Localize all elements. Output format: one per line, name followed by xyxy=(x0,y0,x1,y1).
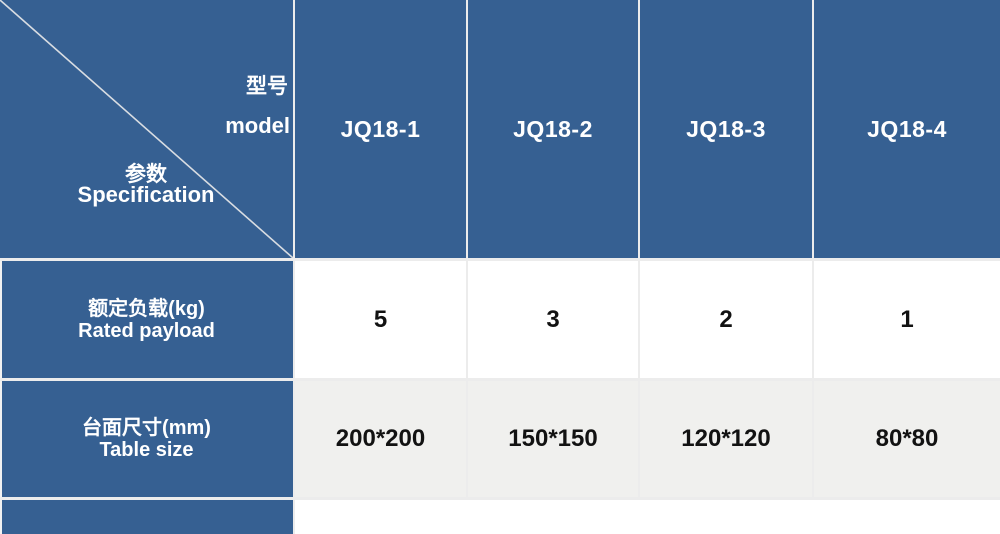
value-size-jq18-2: 150*150 xyxy=(468,381,638,497)
row-label-partial xyxy=(0,500,293,534)
column-header-jq18-4: JQ18-4 xyxy=(814,0,1000,258)
value-size-jq18-1: 200*200 xyxy=(295,381,466,497)
value-payload-jq18-1: 5 xyxy=(295,261,466,378)
value-size-jq18-4: 80*80 xyxy=(814,381,1000,497)
value-size-jq18-3: 120*120 xyxy=(640,381,812,497)
partial-row-values-area xyxy=(295,500,1000,534)
corner-col-axis-zh: 型号 xyxy=(246,75,288,98)
corner-header-cell: 型号 model 参数 Specification xyxy=(0,0,293,258)
row-label-en: Rated payload xyxy=(78,319,215,342)
corner-row-axis-en: Specification xyxy=(77,182,215,207)
column-header-jq18-1: JQ18-1 xyxy=(295,0,466,258)
diagonal-divider-line xyxy=(0,0,293,258)
row-label-zh: 台面尺寸(mm) xyxy=(82,417,211,439)
value-payload-jq18-3: 2 xyxy=(640,261,812,378)
value-payload-jq18-2: 3 xyxy=(468,261,638,378)
row-label-table-size: 台面尺寸(mm) Table size xyxy=(0,381,293,497)
column-header-jq18-2: JQ18-2 xyxy=(468,0,638,258)
corner-row-axis-zh: 参数 xyxy=(125,163,167,186)
value-payload-jq18-4: 1 xyxy=(814,261,1000,378)
row-label-zh: 额定负载(kg) xyxy=(88,297,205,320)
row-label-rated-payload: 额定负载(kg) Rated payload xyxy=(0,261,293,378)
row-label-en: Table size xyxy=(99,439,194,461)
column-header-jq18-3: JQ18-3 xyxy=(640,0,812,258)
corner-col-axis-en: model xyxy=(225,113,290,138)
